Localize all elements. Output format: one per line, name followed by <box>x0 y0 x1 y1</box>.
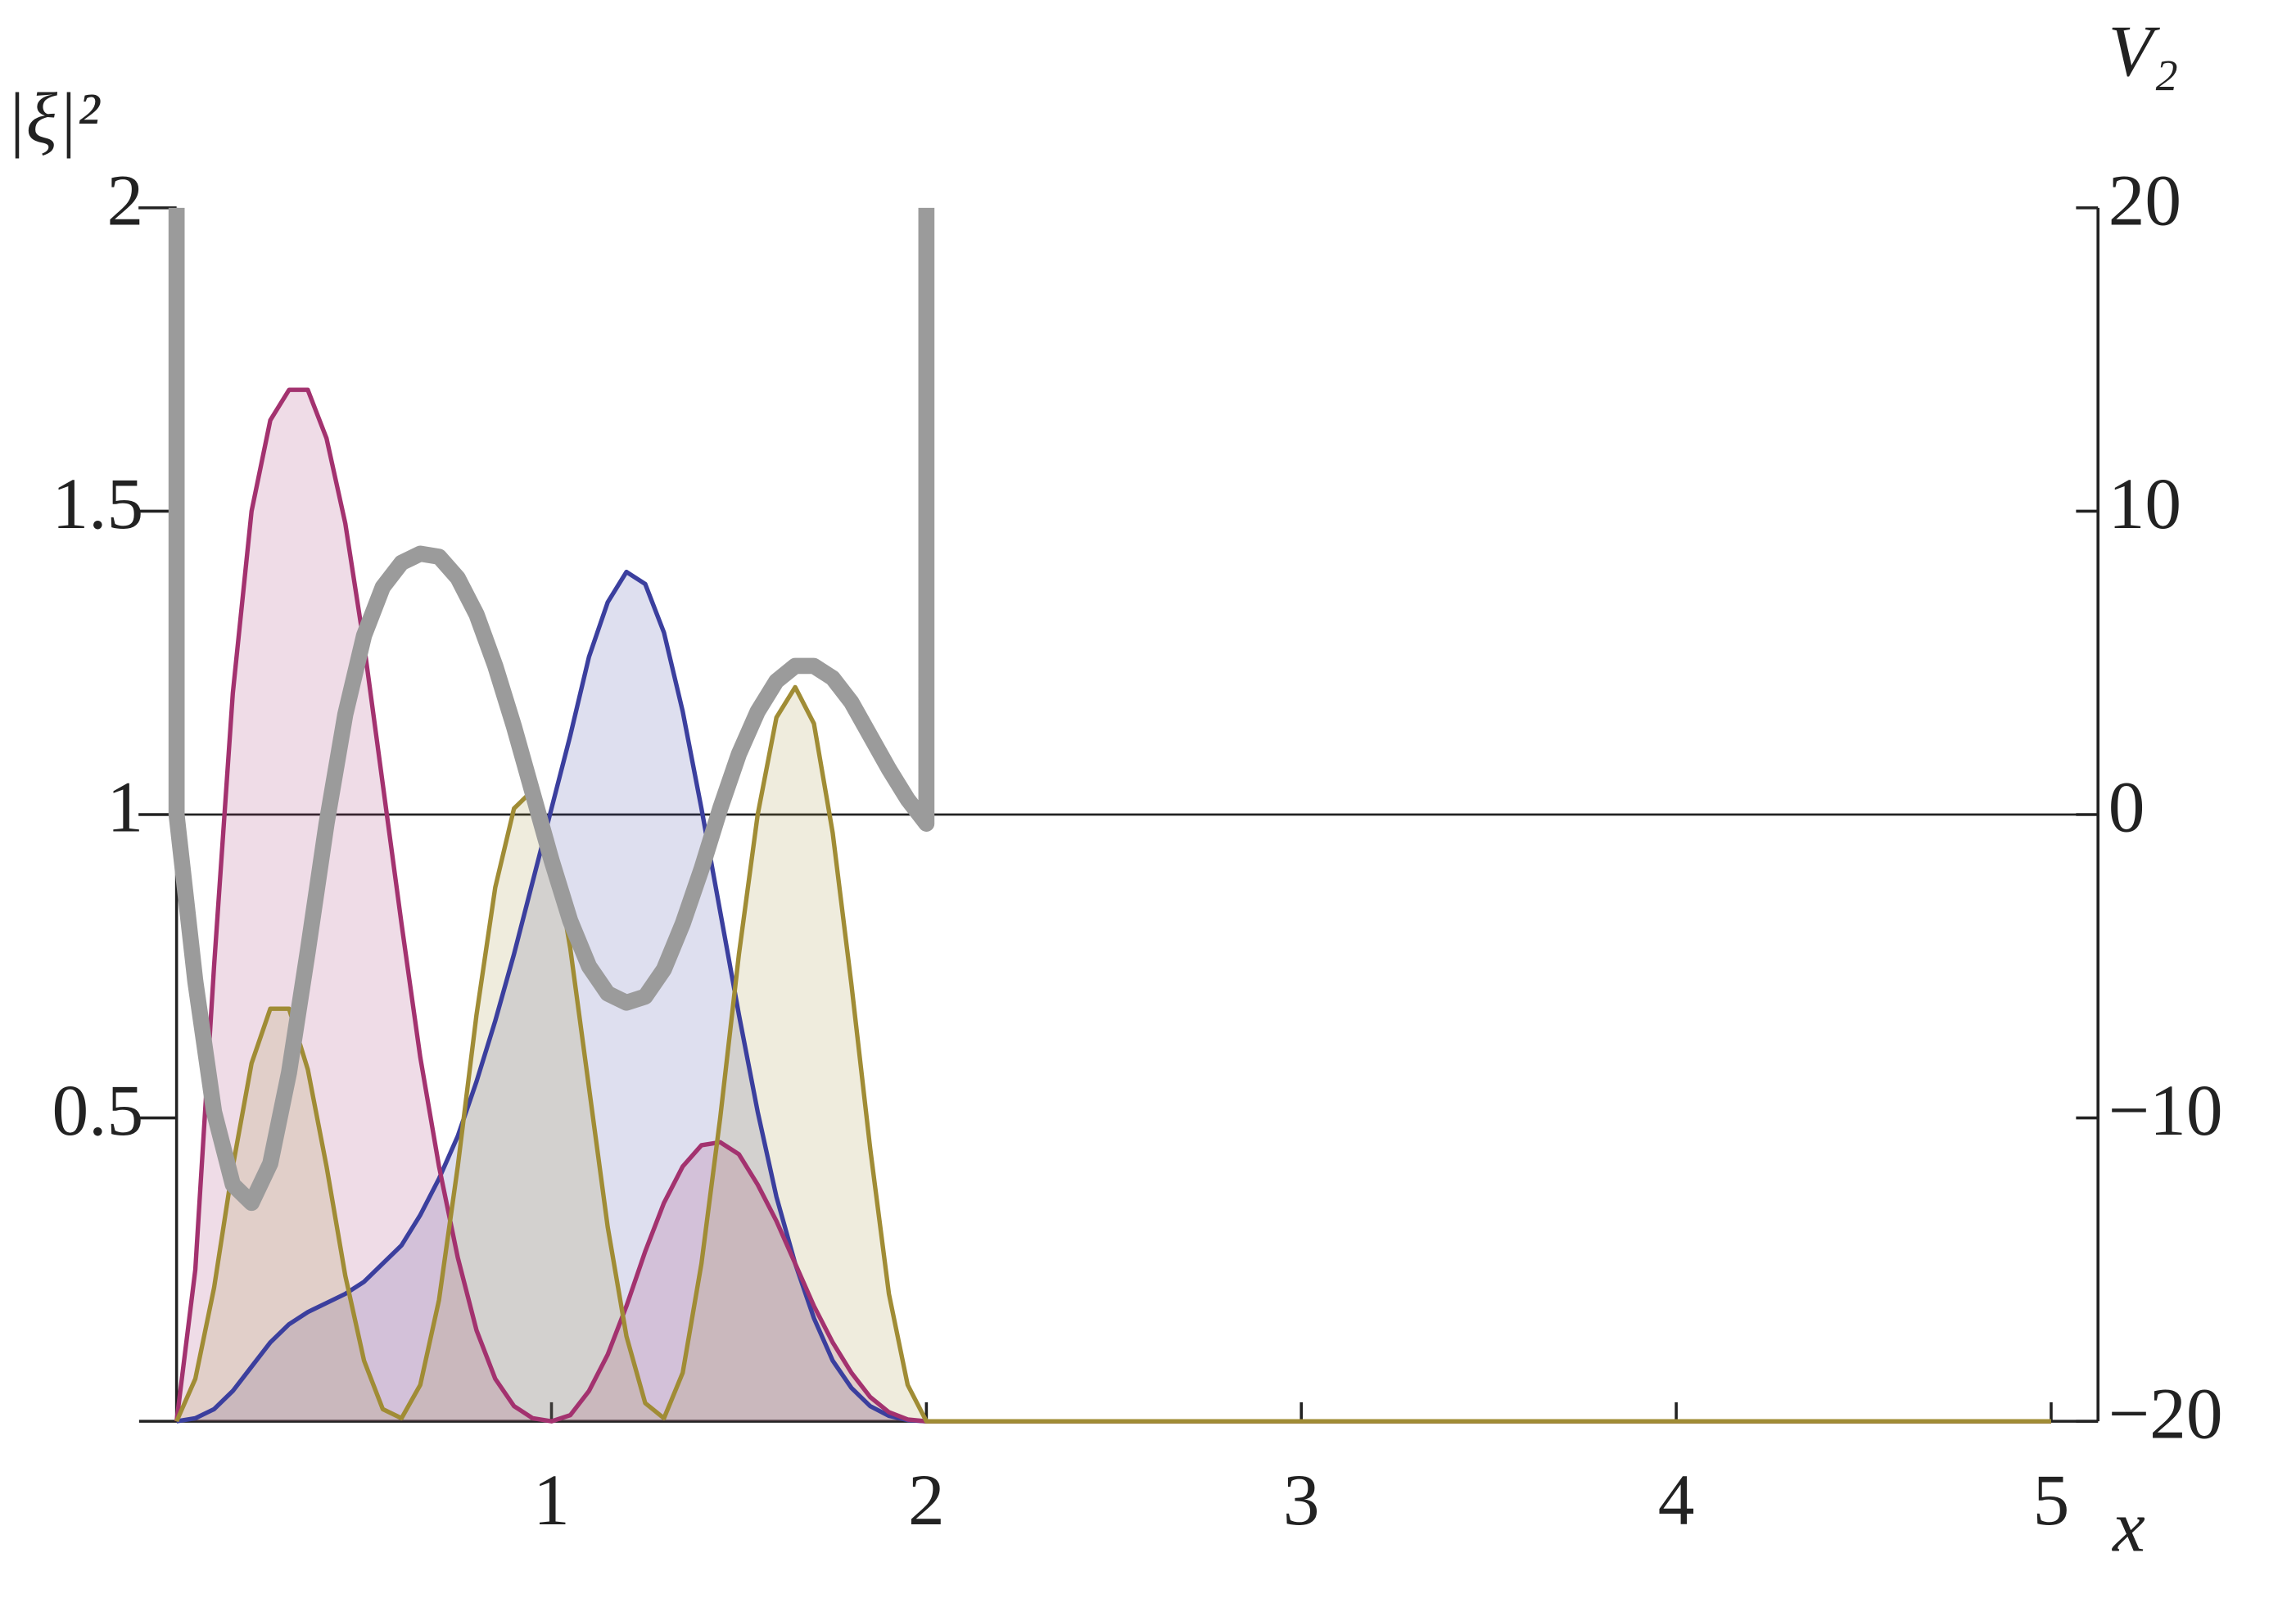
x-tick-label: 3 <box>1283 1460 1320 1541</box>
density-line <box>174 387 2051 1424</box>
area-fill <box>176 687 2051 1422</box>
y2-tick-label: 20 <box>2108 160 2181 241</box>
y-tick-label: 2 <box>107 160 144 241</box>
y2-tick-label: 0 <box>2108 767 2145 848</box>
y-axis-label: |ξ|² <box>6 78 100 159</box>
y2-tick-label: −20 <box>2108 1374 2223 1455</box>
y-tick-label: 1 <box>107 767 144 848</box>
area-fill <box>176 390 2051 1422</box>
y-tick-label: 1.5 <box>52 463 143 544</box>
x-tick-label: 4 <box>1658 1460 1695 1541</box>
y2-axis-label: V₂ <box>2108 11 2179 92</box>
x-tick-label: 1 <box>533 1460 570 1541</box>
potential-line <box>168 207 935 1212</box>
x-tick-label: 5 <box>2033 1460 2070 1541</box>
y2-tick-label: −10 <box>2108 1070 2223 1151</box>
x-axis-label: x <box>2111 1486 2145 1567</box>
density-line <box>176 569 2051 1424</box>
y-tick-label: 0.5 <box>52 1070 143 1151</box>
x-tick-label: 2 <box>908 1460 945 1541</box>
plot-area: |ξ|² V₂ x 1 2 3 4 5 0.5 1 1.5 2 −20 −10 0 10 20 <box>6 11 2222 1567</box>
area-fill <box>176 571 2051 1422</box>
y2-tick-label: 10 <box>2108 463 2181 544</box>
